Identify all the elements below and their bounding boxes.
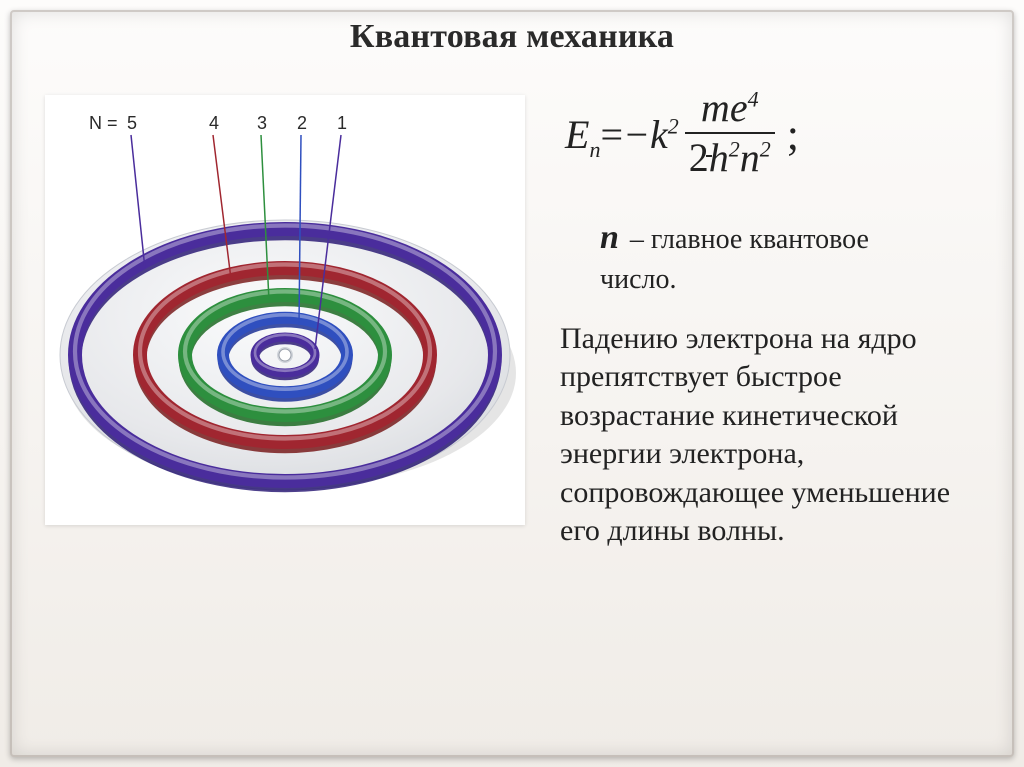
formula-equals: =: [600, 115, 623, 155]
svg-text:2: 2: [297, 113, 307, 133]
formula-minus-k: −k: [623, 112, 668, 157]
svg-text:1: 1: [337, 113, 347, 133]
n-variable: n: [600, 219, 619, 256]
formula-den-n-sup: 2: [760, 137, 771, 162]
formula-den-h-sup: 2: [729, 137, 740, 162]
formula-fraction: me4 2h2n2: [685, 88, 775, 178]
svg-text:3: 3: [257, 113, 267, 133]
page-title: Квантовая механика: [0, 18, 1024, 56]
slide: Квантовая механика N =54321 En = −k2 me4…: [0, 0, 1024, 767]
n-dash: –: [623, 224, 651, 255]
formula-num-e: e: [730, 85, 748, 130]
orbital-diagram: N = 5 4 3 2 1: [45, 95, 525, 525]
svg-text:N =: N =: [89, 113, 118, 133]
formula-den-two: 2: [689, 135, 709, 180]
formula-sub-n: n: [589, 137, 600, 162]
formula-hbar: h: [709, 138, 729, 178]
formula-k-sup: 2: [668, 114, 679, 139]
svg-text:5: 5: [127, 113, 137, 133]
formula-num-e-sup: 4: [748, 87, 759, 112]
n-caption: n – главное квантовое число.: [600, 215, 950, 299]
formula-num-m: m: [701, 85, 730, 130]
body-paragraph: Падению электрона на ядро препятствует б…: [560, 320, 990, 550]
energy-formula: En = −k2 me4 2h2n2 ;: [565, 85, 799, 185]
svg-text:4: 4: [209, 113, 219, 133]
formula-semicolon: ;: [787, 113, 799, 157]
formula-E: E: [565, 112, 589, 157]
formula-den-n: n: [740, 135, 760, 180]
